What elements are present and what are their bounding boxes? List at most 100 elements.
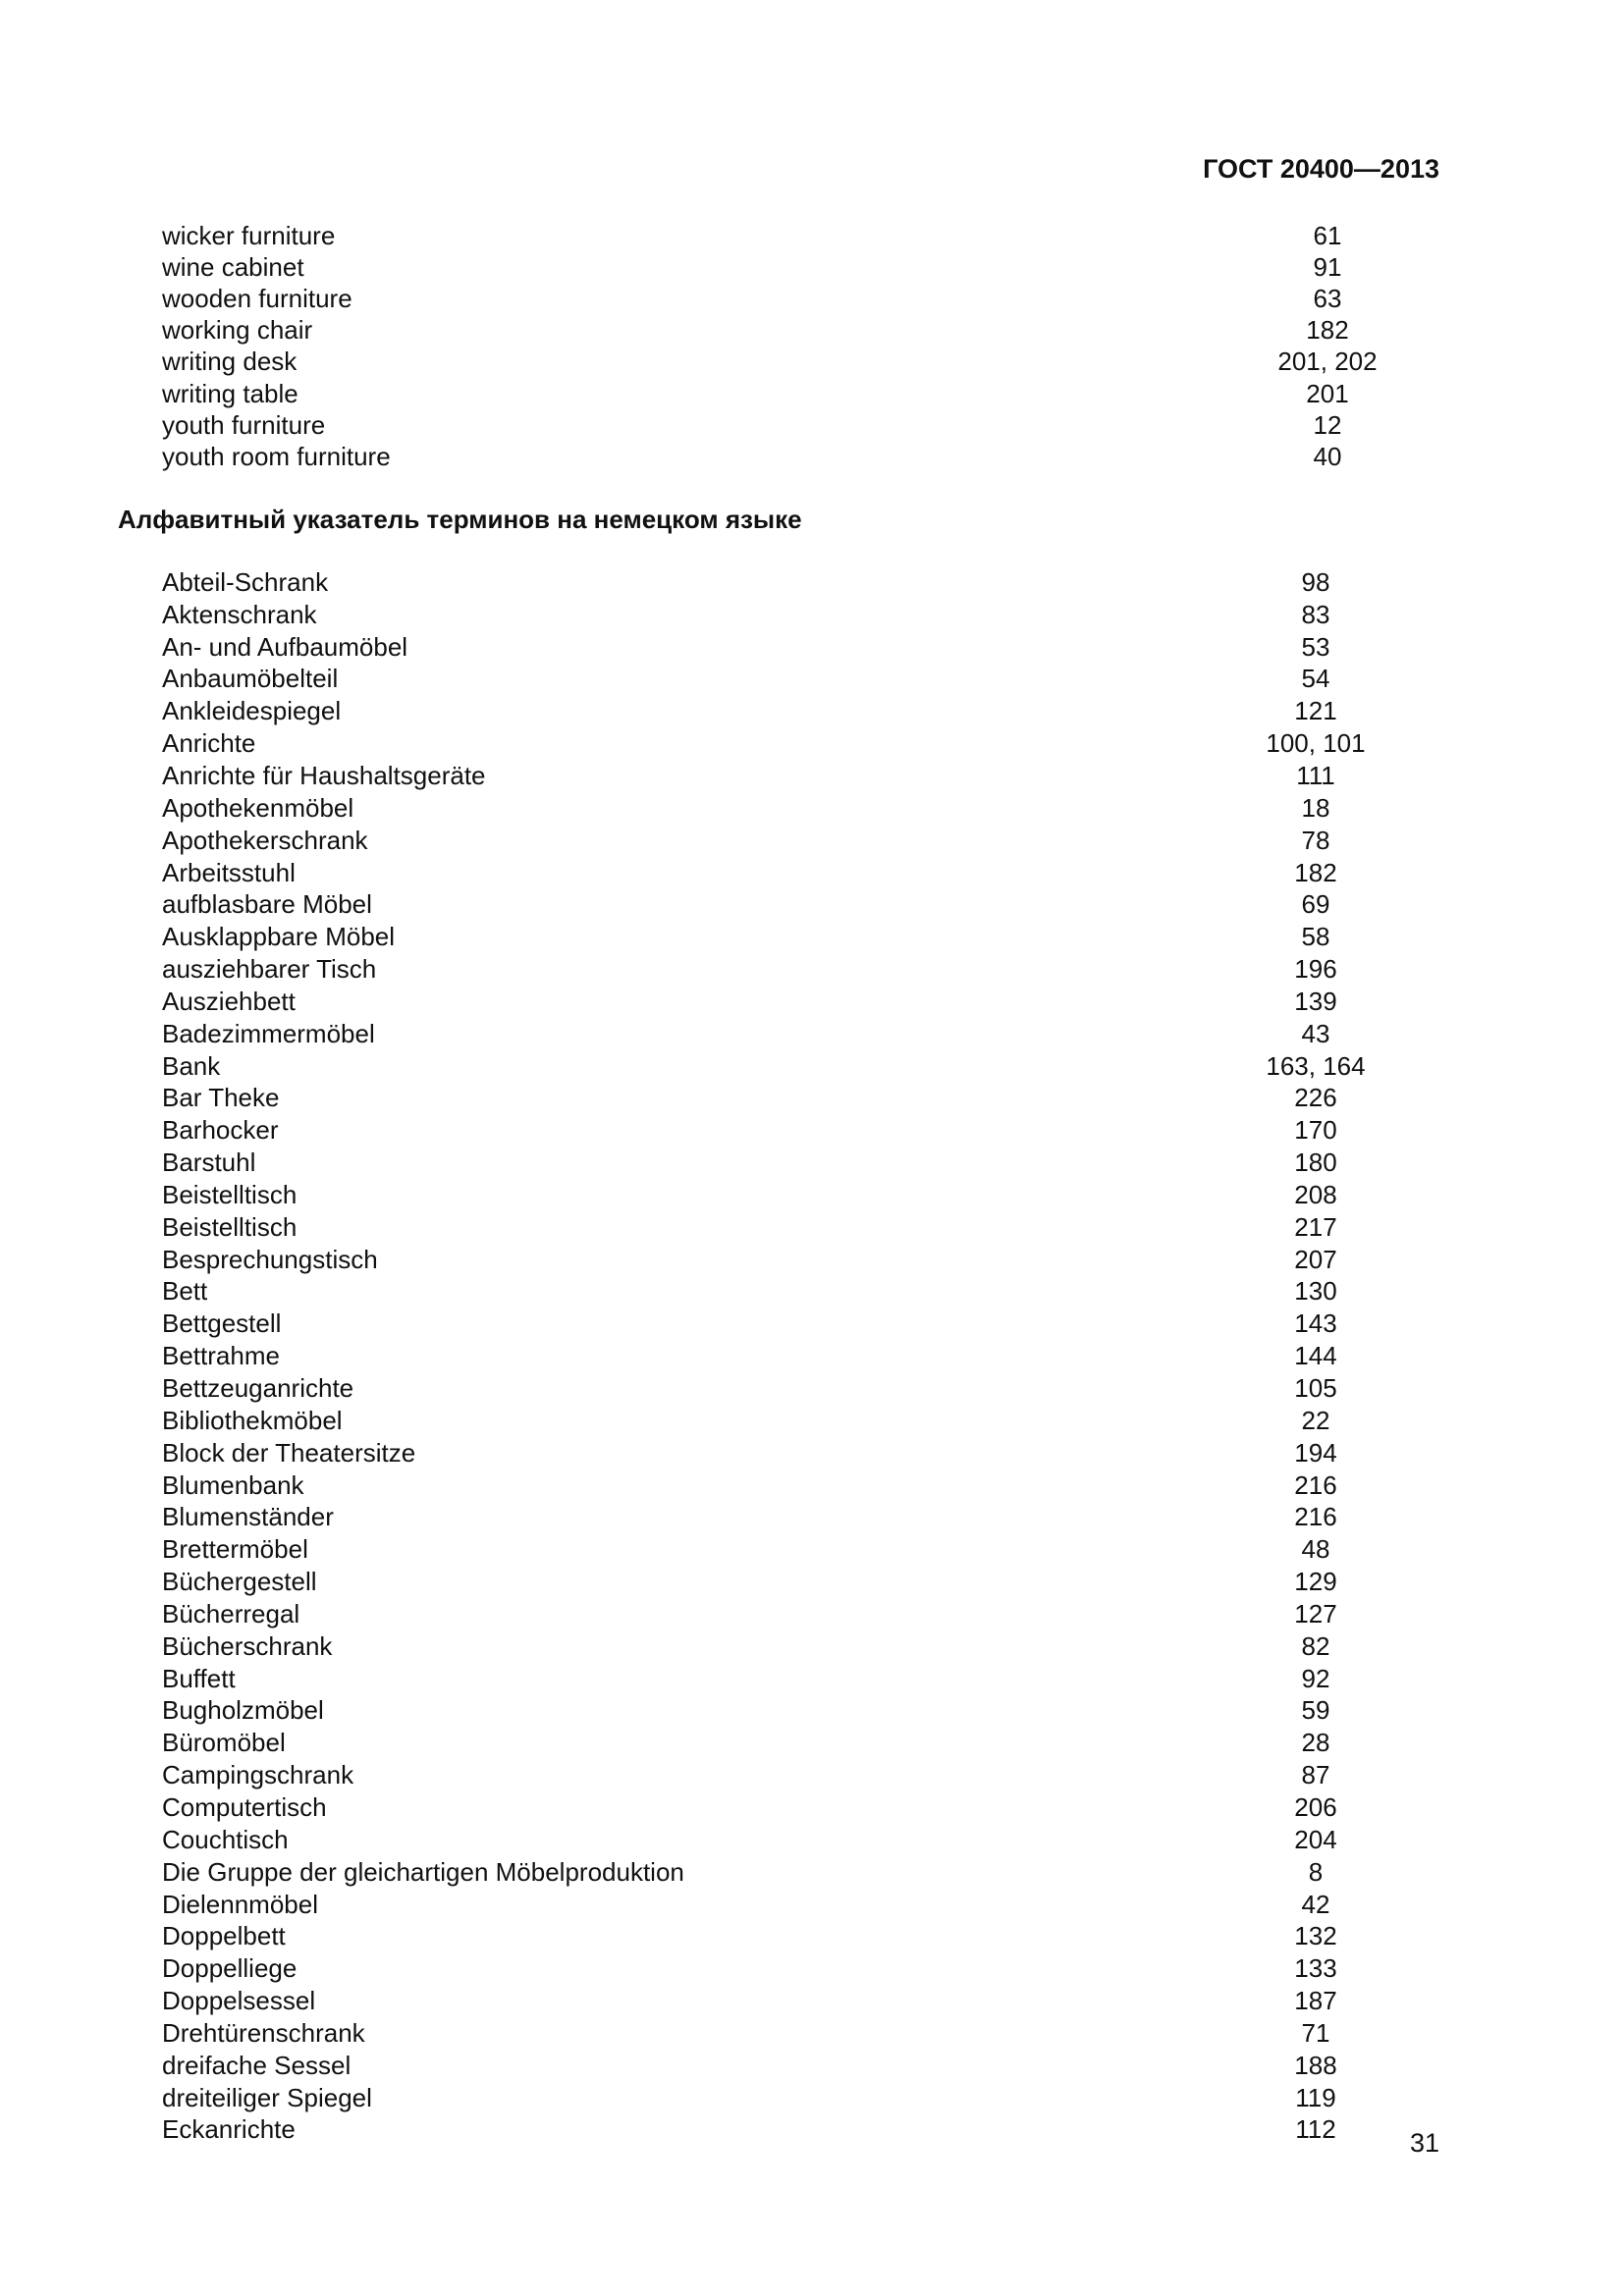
index-term: Bett (162, 1276, 208, 1307)
index-entry: Buffett 92 (162, 1663, 1389, 1695)
index-term: writing desk (162, 347, 298, 377)
index-reference-number: 217 (1294, 1211, 1337, 1242)
index-entry: Anbaumöbelteil 54 (162, 664, 1389, 696)
index-reference-number: 78 (1301, 825, 1330, 855)
index-reference-number: 206 (1294, 1791, 1337, 1822)
index-entry: Beistelltisch 208 (162, 1179, 1389, 1211)
index-reference-number: 71 (1301, 2017, 1330, 2048)
page-number: 31 (1409, 2128, 1439, 2158)
index-term: Campingschrank (162, 1760, 354, 1790)
index-entry: Drehtürenschrank 71 (162, 2017, 1389, 2050)
index-term: Abteil-Schrank (162, 566, 329, 597)
document-header: ГОСТ 20400—2013 (1203, 154, 1439, 184)
index-term: Bibliothekmöbel (162, 1405, 343, 1435)
index-reference-number: 182 (1306, 315, 1349, 346)
index-term: Eckanrichte (162, 2114, 296, 2145)
index-term: Blumenbank (162, 1469, 304, 1500)
index-entry: dreifache Sessel 188 (162, 2050, 1389, 2082)
index-reference-number: 204 (1294, 1824, 1337, 1854)
index-term: Büchergestell (162, 1567, 317, 1597)
index-reference-number: 201, 202 (1277, 347, 1378, 377)
index-entry: Eckanrichte 112 (162, 2114, 1389, 2147)
index-term: Anrichte für Haushaltsgeräte (162, 760, 486, 790)
index-entry: Bar Theke 226 (162, 1083, 1389, 1115)
index-reference-number: 112 (1295, 2114, 1336, 2145)
index-term: aufblasbare Möbel (162, 889, 372, 920)
index-term: Bücherschrank (162, 1630, 333, 1661)
index-reference-number: 58 (1301, 922, 1330, 952)
index-reference-number: 42 (1301, 1889, 1330, 1919)
index-entry: Beistelltisch 217 (162, 1211, 1389, 1244)
index-term: Computertisch (162, 1791, 327, 1822)
index-entry: Dielennmöbel 42 (162, 1889, 1389, 1921)
index-entry: Bücherschrank 82 (162, 1630, 1389, 1663)
index-reference-number: 163, 164 (1266, 1050, 1366, 1081)
index-term: ausziehbarer Tisch (162, 954, 377, 985)
index-entry: Bettgestell 143 (162, 1308, 1389, 1340)
index-reference-number: 188 (1294, 2050, 1337, 2080)
index-reference-number: 187 (1294, 1986, 1337, 2016)
index-entry: Bücherregal 127 (162, 1598, 1389, 1630)
index-reference-number: 182 (1294, 857, 1337, 887)
index-term: wine cabinet (162, 251, 304, 282)
index-reference-number: 18 (1301, 792, 1330, 823)
index-reference-number: 129 (1294, 1567, 1337, 1597)
index-reference-number: 207 (1294, 1244, 1337, 1274)
index-entry: Aktenschrank 83 (162, 599, 1389, 631)
index-entry: writing table 201 (162, 378, 1389, 409)
index-term: Barstuhl (162, 1148, 256, 1178)
index-reference-number: 133 (1294, 1953, 1337, 1984)
index-term: Besprechungstisch (162, 1244, 378, 1274)
index-reference-number: 91 (1313, 251, 1342, 282)
index-reference-number: 98 (1301, 566, 1330, 597)
index-reference-number: 132 (1294, 1921, 1337, 1951)
index-term: Ankleidespiegel (162, 696, 342, 726)
index-entry: youth furniture 12 (162, 409, 1389, 441)
index-reference-number: 105 (1294, 1373, 1337, 1404)
index-reference-number: 22 (1301, 1405, 1330, 1435)
index-term: Bettgestell (162, 1308, 282, 1339)
index-entry: Anrichte für Haushaltsgeräte 111 (162, 760, 1389, 792)
index-term: Ausziehbett (162, 986, 296, 1016)
index-entry: wicker furniture 61 (162, 220, 1389, 251)
index-reference-number: 61 (1313, 220, 1342, 250)
index-term: Die Gruppe der gleichartigen Möbelproduk… (162, 1856, 684, 1887)
index-term: Doppelsessel (162, 1986, 316, 2016)
index-entry: An- und Aufbaumöbel 53 (162, 631, 1389, 664)
index-reference-number: 40 (1313, 441, 1342, 471)
index-term: working chair (162, 315, 313, 346)
index-term: wooden furniture (162, 283, 352, 313)
index-entry: aufblasbare Möbel 69 (162, 888, 1389, 921)
index-term: Bank (162, 1050, 221, 1081)
index-reference-number: 54 (1301, 664, 1330, 694)
index-term: Bettzeuganrichte (162, 1373, 354, 1404)
index-entry: Blumenbank 216 (162, 1469, 1389, 1502)
index-entry: wooden furniture 63 (162, 283, 1389, 314)
index-entry: Bugholzmöbel 59 (162, 1695, 1389, 1728)
index-reference-number: 144 (1294, 1341, 1337, 1371)
index-reference-number: 226 (1294, 1083, 1337, 1113)
index-entry: Die Gruppe der gleichartigen Möbelproduk… (162, 1856, 1389, 1889)
index-term: wicker furniture (162, 220, 336, 250)
index-reference-number: 92 (1301, 1663, 1330, 1693)
index-term: Büromöbel (162, 1728, 286, 1758)
index-term: Barhocker (162, 1115, 279, 1146)
index-term: Drehtürenschrank (162, 2017, 365, 2048)
index-entry: ausziehbarer Tisch 196 (162, 953, 1389, 986)
index-entry: Doppelliege 133 (162, 1952, 1389, 1985)
index-reference-number: 201 (1306, 378, 1349, 408)
index-reference-number: 143 (1294, 1308, 1337, 1339)
index-term: Anrichte (162, 728, 256, 759)
index-entry: Barhocker 170 (162, 1114, 1389, 1147)
index-entry: Apothekerschrank 78 (162, 825, 1389, 857)
index-entry: writing desk 201, 202 (162, 347, 1389, 378)
index-entry: Brettermöbel 48 (162, 1533, 1389, 1566)
index-reference-number: 111 (1296, 760, 1335, 790)
index-reference-number: 119 (1295, 2082, 1336, 2112)
index-entry: Büchergestell 129 (162, 1566, 1389, 1598)
index-reference-number: 83 (1301, 599, 1330, 629)
index-reference-number: 139 (1294, 986, 1337, 1016)
index-entry: Bettzeuganrichte 105 (162, 1372, 1389, 1405)
index-entry: Besprechungstisch 207 (162, 1244, 1389, 1276)
index-reference-number: 8 (1308, 1856, 1324, 1887)
